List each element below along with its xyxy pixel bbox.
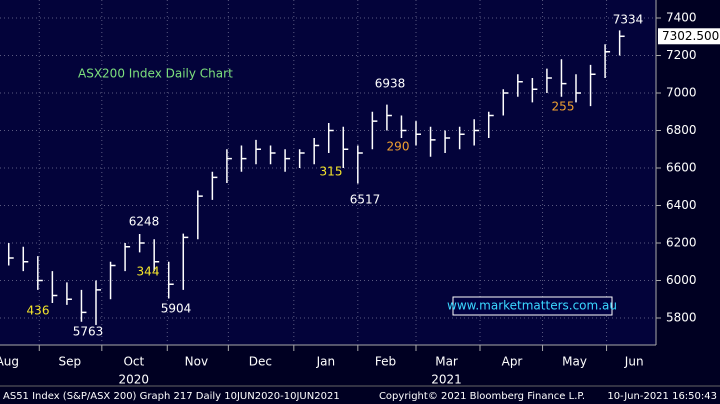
x-tick-label: Apr <box>502 355 523 369</box>
x-tick-label: May <box>562 355 587 369</box>
x-tick-label: Jan <box>316 355 336 369</box>
y-tick-label: 7400 <box>666 11 697 25</box>
annotation: 6938 <box>375 77 406 91</box>
y-tick-label: 7000 <box>666 86 697 100</box>
y-tick-label: 6600 <box>666 161 697 175</box>
annotation: 255 <box>552 100 575 114</box>
x-tick-label: Sep <box>59 355 82 369</box>
watermark-box <box>452 296 613 316</box>
x-tick-label: Dec <box>249 355 272 369</box>
annotation: 290 <box>387 140 410 154</box>
x-tick-label: Aug <box>0 355 19 369</box>
x-tick-label: Oct <box>123 355 144 369</box>
year-label: 2020 <box>119 373 150 387</box>
chart-title: ASX200 Index Daily Chart <box>78 67 233 81</box>
x-tick-label: Feb <box>375 355 396 369</box>
annotation: 7334 <box>613 13 644 27</box>
y-tick-label: 6800 <box>666 123 697 137</box>
annotation: 436 <box>27 304 50 318</box>
annotation: 315 <box>320 165 343 179</box>
last-price: 7302.500 <box>662 29 719 43</box>
watermark: www.marketmatters.com.au <box>447 299 617 313</box>
x-tick-label: Jun <box>624 355 644 369</box>
y-tick-label: 6200 <box>666 236 697 250</box>
footer-text: Copyright© 2021 Bloomberg Finance L.P. <box>379 391 585 402</box>
annotation: 5763 <box>73 325 104 339</box>
annotation: 5904 <box>161 302 192 316</box>
annotation: 6517 <box>350 193 381 207</box>
y-tick-label: 6400 <box>666 198 697 212</box>
y-tick-label: 5800 <box>666 311 697 325</box>
plot-area <box>0 0 656 345</box>
footer-text: AS51 Index (S&P/ASX 200) Graph 217 Daily… <box>3 391 340 402</box>
last-price-box <box>658 28 720 45</box>
annotation: 6248 <box>129 215 160 229</box>
footer-text: 10-Jun-2021 16:50:43 <box>607 391 717 402</box>
y-tick-label: 6000 <box>666 273 697 287</box>
x-tick-label: Nov <box>185 355 208 369</box>
y-tick-label: 7200 <box>666 48 697 62</box>
annotation: 344 <box>137 265 160 279</box>
x-tick-label: Mar <box>435 355 458 369</box>
year-label: 2021 <box>431 373 462 387</box>
